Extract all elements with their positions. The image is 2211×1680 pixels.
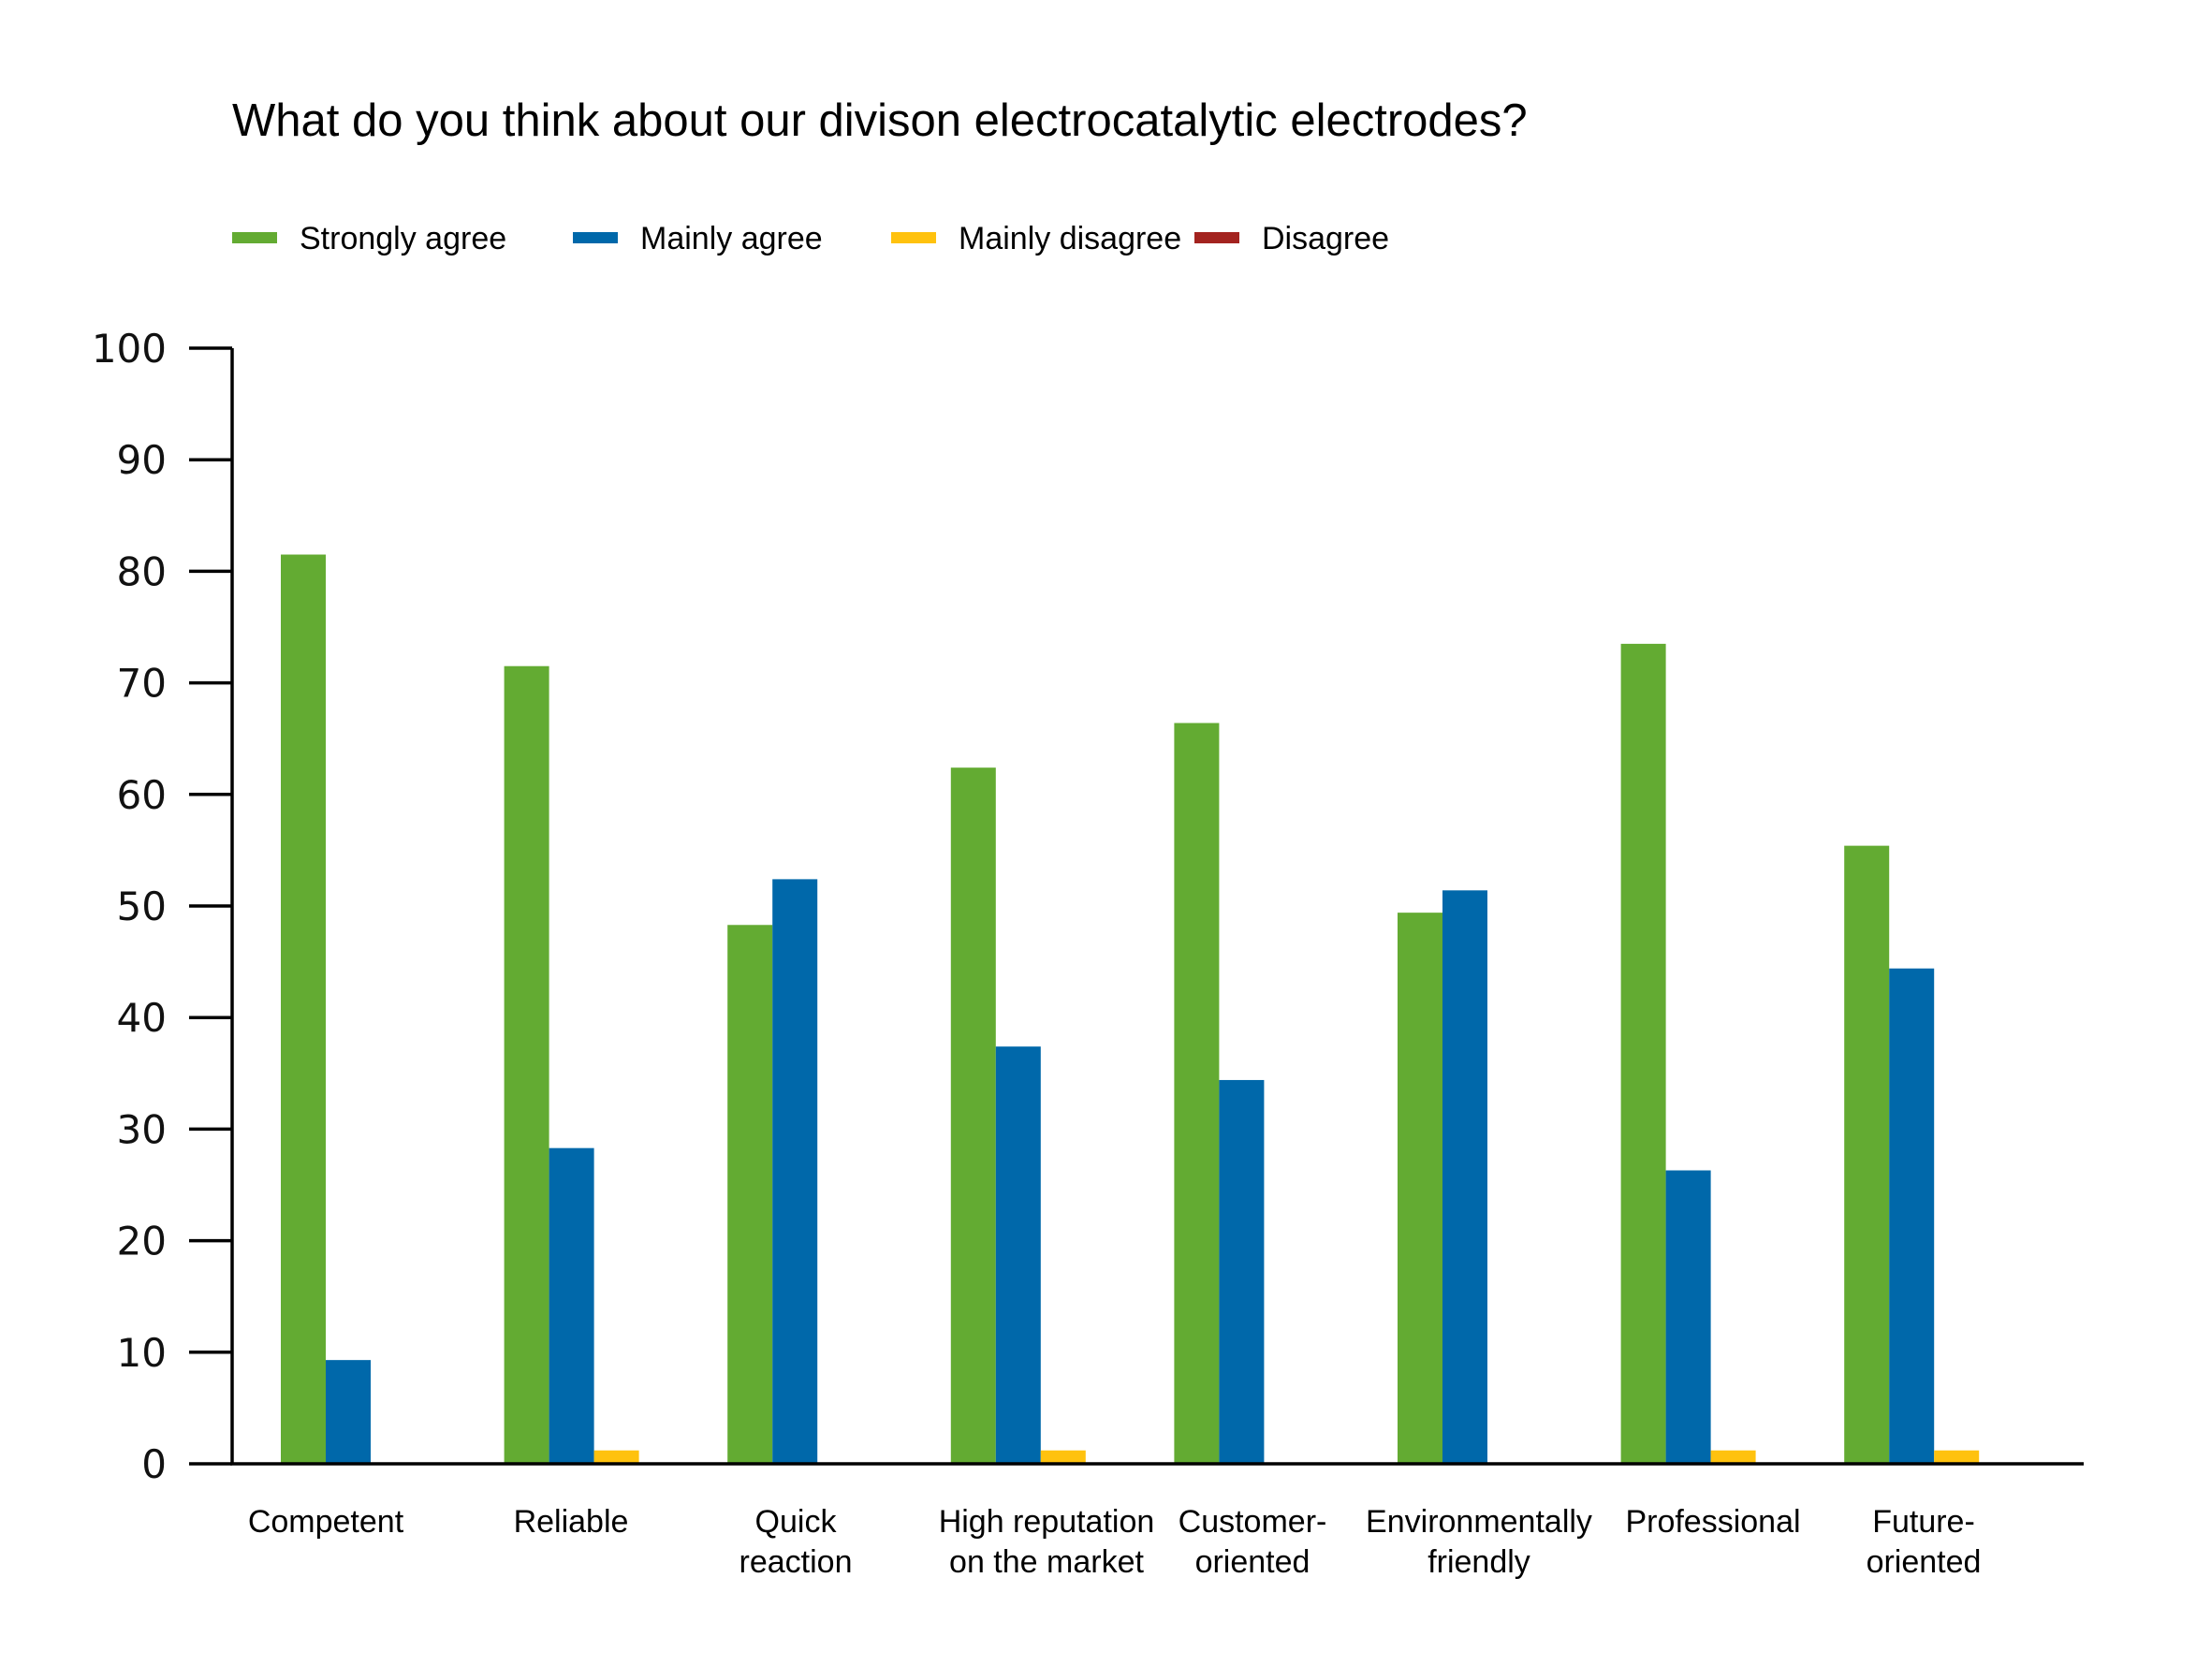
- y-tick-label: 80: [117, 548, 167, 594]
- y-tick-label: 90: [117, 437, 167, 483]
- legend-swatch: [1194, 232, 1239, 243]
- x-tick-label-environmentally-friendly: Environmentally friendly: [1366, 1504, 1592, 1580]
- legend-label: Mainly disagree: [959, 221, 1181, 256]
- legend-item-strongly-agree: Strongly agree: [232, 221, 506, 256]
- bar-strongly-agree-high-reputation-on-the-market: [950, 767, 996, 1464]
- legend-label: Strongly agree: [300, 221, 506, 256]
- bar-strongly-agree-reliable: [504, 665, 549, 1464]
- x-tick-label-reliable: Reliable: [514, 1504, 629, 1540]
- legend-item-mainly-agree: Mainly agree: [573, 221, 823, 256]
- bar-mainly-agree-high-reputation-on-the-market: [995, 1046, 1041, 1464]
- bar-mainly-disagree-high-reputation-on-the-market: [1040, 1450, 1086, 1464]
- x-tick-label-quick-reaction: Quick reaction: [739, 1504, 853, 1580]
- bar-mainly-disagree-reliable: [593, 1450, 639, 1464]
- legend-swatch: [573, 232, 618, 243]
- y-tick-label: 100: [92, 326, 167, 372]
- legend-item-disagree: Disagree: [1194, 221, 1389, 256]
- x-tick-label-competent: Competent: [248, 1504, 404, 1540]
- bar-strongly-agree-competent: [281, 554, 326, 1464]
- bar-strongly-agree-future-oriented: [1844, 845, 1890, 1464]
- bar-strongly-agree-environmentally-friendly: [1398, 913, 1442, 1464]
- bar-mainly-agree-environmentally-friendly: [1442, 890, 1487, 1464]
- bar-mainly-disagree-future-oriented: [1934, 1450, 1980, 1464]
- bar-strongly-agree-professional: [1620, 643, 1666, 1464]
- legend-swatch: [891, 232, 936, 243]
- legend-item-mainly-disagree: Mainly disagree: [891, 221, 1181, 256]
- legend-label: Mainly agree: [640, 221, 823, 256]
- x-tick-label-professional: Professional: [1625, 1504, 1800, 1540]
- y-axis-ticks: 0 10 20 30 40 50 60 70 80 90 100: [92, 326, 232, 1487]
- legend-label: Disagree: [1262, 221, 1389, 256]
- bar-mainly-agree-reliable: [549, 1147, 594, 1464]
- y-tick-label: 50: [117, 884, 167, 929]
- bar-strongly-agree-quick-reaction: [727, 925, 773, 1464]
- x-tick-label-customer-oriented: Customer-oriented: [1179, 1504, 1327, 1580]
- bar-mainly-disagree-professional: [1710, 1450, 1756, 1464]
- y-tick-label: 0: [141, 1441, 167, 1487]
- x-tick-label-high-reputation-on-the-market: High reputation on the market: [939, 1504, 1155, 1580]
- legend: Strongly agree Mainly agree Mainly disagre…: [232, 221, 1389, 256]
- y-tick-label: 70: [117, 661, 167, 707]
- y-tick-label: 40: [117, 995, 167, 1041]
- y-tick-label: 10: [117, 1330, 167, 1376]
- bar-strongly-agree-customer-oriented: [1174, 723, 1220, 1464]
- y-tick-label: 30: [117, 1106, 167, 1152]
- bar-mainly-agree-professional: [1665, 1170, 1711, 1464]
- bar-mainly-agree-competent: [326, 1360, 371, 1464]
- bar-mainly-agree-customer-oriented: [1219, 1079, 1265, 1464]
- y-tick-label: 60: [117, 772, 167, 818]
- x-axis-labels: Competent Reliable Quick reaction High reput…: [248, 1504, 1982, 1580]
- bar-mainly-agree-future-oriented: [1889, 968, 1935, 1464]
- bar-mainly-agree-quick-reaction: [772, 879, 818, 1464]
- bars: [281, 554, 1980, 1464]
- x-tick-label-future-oriented: Future-oriented: [1867, 1504, 1982, 1580]
- legend-swatch: [232, 232, 277, 243]
- y-tick-label: 20: [117, 1219, 167, 1264]
- chart-title: What do you think about our divison elec…: [232, 95, 1528, 146]
